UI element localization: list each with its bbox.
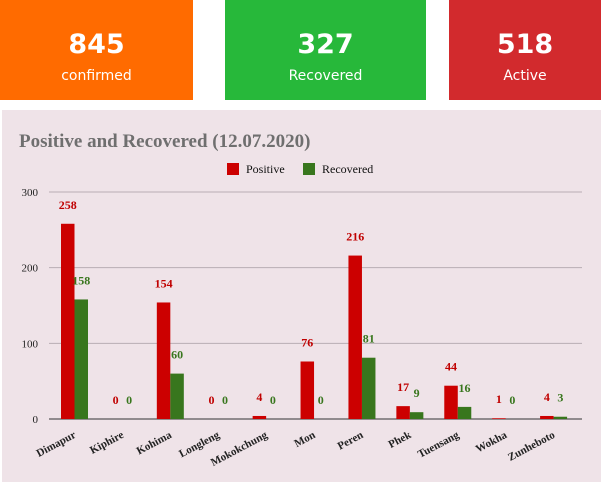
- bar-recovered: [409, 412, 424, 419]
- active-label: Active: [503, 68, 547, 84]
- bar-positive: [61, 223, 75, 419]
- value-label-positive: 44: [445, 360, 457, 374]
- x-tick-label: Kohima: [135, 429, 175, 458]
- confirmed-card: 845 confirmed: [0, 0, 193, 100]
- bar-positive: [348, 255, 362, 419]
- value-label-recovered: 0: [509, 393, 515, 407]
- value-label-recovered: 0: [318, 393, 324, 407]
- value-label-positive: 4: [544, 390, 550, 404]
- legend-swatch-positive: [227, 163, 239, 175]
- value-label-recovered: 0: [222, 393, 228, 407]
- value-label-positive: 154: [155, 276, 173, 290]
- bar-recovered: [553, 416, 568, 419]
- bar-positive: [300, 361, 315, 419]
- bar-positive: [540, 415, 554, 419]
- chart-gridlines: [49, 191, 582, 420]
- x-tick-label: Mon: [292, 429, 317, 450]
- y-axis-ticks: 0 100 200 300: [22, 187, 39, 426]
- bar-recovered: [170, 373, 184, 419]
- value-label-positive: 76: [301, 335, 313, 349]
- bar-recovered: [457, 406, 472, 419]
- bar-recovered: [74, 299, 88, 419]
- active-count: 518: [496, 29, 554, 60]
- value-label-recovered: 0: [126, 393, 132, 407]
- x-tick-label: Tuensang: [416, 429, 462, 461]
- bar-chart: Positive and Recovered (12.07.2020) Posi…: [19, 131, 582, 469]
- recovered-count: 327: [297, 29, 354, 60]
- y-tick-label: 100: [22, 338, 39, 350]
- value-label-recovered: 158: [72, 273, 90, 287]
- recovered-label: Recovered: [288, 68, 363, 84]
- bar-positive: [396, 406, 410, 419]
- value-label-positive: 4: [256, 390, 262, 404]
- value-label-positive: 216: [346, 230, 364, 244]
- value-label-positive: 1: [496, 392, 502, 406]
- y-tick-label: 300: [22, 187, 39, 199]
- bar-positive: [492, 418, 506, 419]
- value-label-recovered: 16: [459, 381, 471, 395]
- legend-label-positive: Positive: [246, 162, 285, 176]
- value-label-positive: 0: [208, 393, 214, 407]
- value-label-positive: 258: [59, 198, 77, 212]
- bar-positive: [252, 415, 267, 419]
- bar-positive: [444, 385, 458, 419]
- chart-bars: [61, 223, 568, 419]
- chart-panel: Positive and Recovered (12.07.2020) Posi…: [2, 110, 601, 482]
- confirmed-label: confirmed: [61, 68, 132, 84]
- legend-swatch-recovered: [303, 163, 315, 175]
- bar-positive: [156, 302, 171, 419]
- active-card: 518 Active: [449, 0, 601, 100]
- x-tick-label: Peren: [336, 429, 366, 452]
- chart-legend: Positive Recovered: [227, 162, 373, 176]
- legend-label-recovered: Recovered: [322, 162, 373, 176]
- x-tick-label: Dimapur: [35, 429, 79, 460]
- x-tick-label: Wokha: [474, 429, 510, 456]
- value-label-recovered: 0: [270, 393, 276, 407]
- recovered-card: 327 Recovered: [225, 0, 426, 100]
- chart-title: Positive and Recovered (12.07.2020): [19, 131, 310, 152]
- value-label-positive: 0: [113, 393, 119, 407]
- x-tick-label: Kiphire: [88, 429, 126, 457]
- value-label-positive: 17: [397, 380, 409, 394]
- y-tick-label: 200: [22, 263, 39, 275]
- x-tick-label: Zunheboto: [506, 429, 557, 464]
- value-label-recovered: 60: [171, 348, 183, 362]
- confirmed-count: 845: [68, 29, 125, 60]
- x-tick-label: Phek: [387, 429, 414, 451]
- value-label-recovered: 3: [557, 391, 563, 405]
- bar-recovered: [361, 357, 376, 419]
- y-tick-label: 0: [33, 414, 39, 426]
- value-label-recovered: 9: [414, 386, 420, 400]
- value-label-recovered: 81: [363, 332, 375, 346]
